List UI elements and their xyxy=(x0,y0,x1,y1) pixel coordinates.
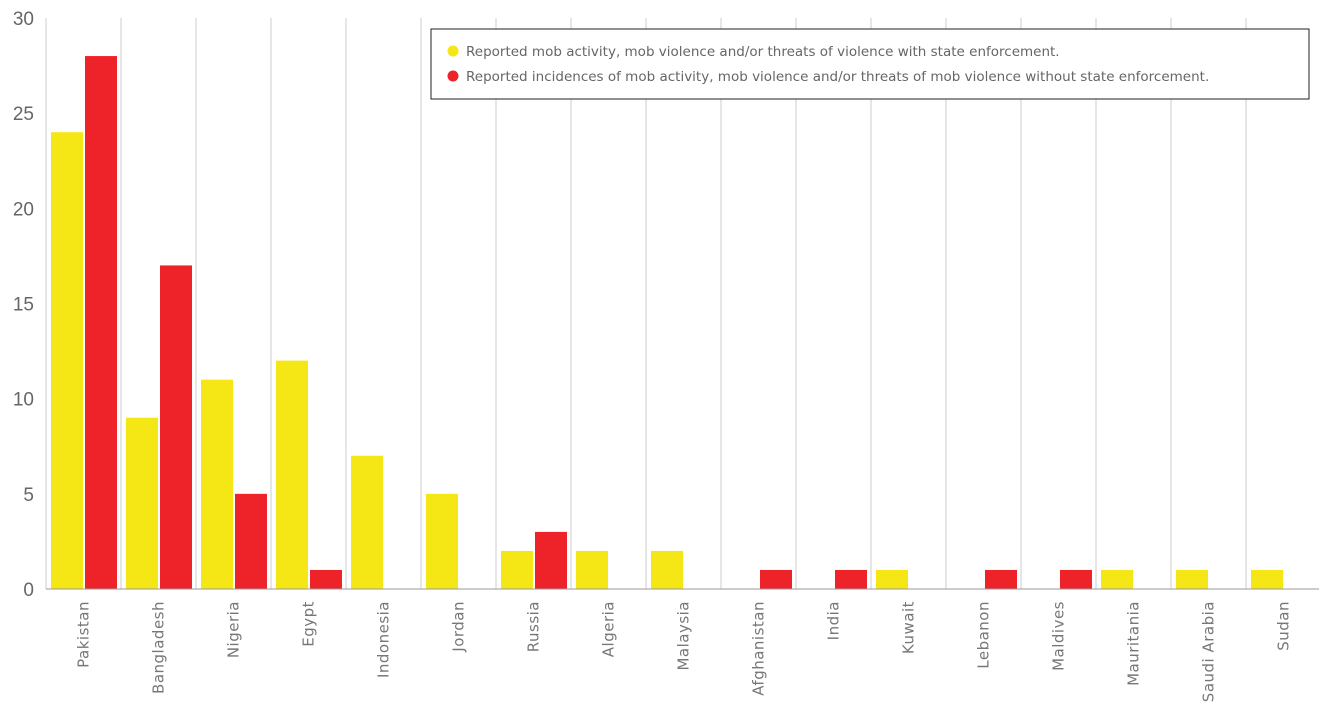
x-category-label: Maldives xyxy=(1050,601,1068,671)
bar-without-state-pakistan xyxy=(85,56,117,590)
bar-with-state-malaysia xyxy=(651,550,683,589)
x-axis: Pakistan Bangladesh Nigeria Egypt Indonesia J… xyxy=(46,588,1319,702)
legend-marker-red xyxy=(447,70,459,82)
bar-without-state-nigeria xyxy=(235,493,267,589)
y-tick-label: 30 xyxy=(13,9,34,30)
x-category-label: Malaysia xyxy=(675,601,693,671)
bar-without-state-afghanistan xyxy=(760,569,792,589)
bar-with-state-russia xyxy=(501,550,533,589)
x-category-label: Mauritania xyxy=(1125,601,1143,686)
y-tick-label: 5 xyxy=(23,485,34,506)
bar-with-state-jordan xyxy=(426,493,458,589)
x-category-label: Sudan xyxy=(1275,601,1293,651)
bar-without-state-egypt xyxy=(310,569,342,589)
x-category-label: Bangladesh xyxy=(150,601,168,694)
bar-with-state-saudi-arabia xyxy=(1176,569,1208,589)
grid-lines xyxy=(45,18,1247,589)
x-category-label: Pakistan xyxy=(75,601,93,668)
bar-with-state-egypt xyxy=(276,360,308,589)
bar-without-state-bangladesh xyxy=(160,265,192,589)
bar-with-state-indonesia xyxy=(351,455,383,589)
bar-without-state-india xyxy=(835,569,867,589)
legend-box xyxy=(430,28,1310,100)
x-category-label: Jordan xyxy=(450,601,468,653)
bar-without-state-lebanon xyxy=(985,569,1017,589)
bar-with-state-sudan xyxy=(1251,569,1283,589)
bar-with-state-nigeria xyxy=(201,379,233,589)
bars xyxy=(51,56,1283,590)
legend: Reported mob activity, mob violence and/… xyxy=(430,28,1310,100)
y-tick-label: 10 xyxy=(13,390,34,411)
bar-without-state-russia xyxy=(535,531,567,589)
bar-with-state-algeria xyxy=(576,550,608,589)
y-tick-label: 15 xyxy=(13,295,34,316)
x-category-label: Russia xyxy=(525,601,543,652)
legend-marker-yellow xyxy=(447,45,459,57)
y-axis: 0 5 10 15 20 25 30 xyxy=(13,9,34,601)
x-category-label: Kuwait xyxy=(900,601,918,654)
y-tick-label: 20 xyxy=(13,199,34,220)
x-category-label: Saudi Arabia xyxy=(1200,601,1218,702)
x-category-label: Indonesia xyxy=(375,601,393,678)
x-category-label: Afghanistan xyxy=(750,601,768,696)
y-tick-label: 25 xyxy=(13,104,34,125)
bar-with-state-kuwait xyxy=(876,569,908,589)
bar-without-state-maldives xyxy=(1060,569,1092,589)
legend-label-without-state: Reported incidences of mob activity, mob… xyxy=(466,69,1209,85)
bar-with-state-mauritania xyxy=(1101,569,1133,589)
x-category-label: Algeria xyxy=(600,601,618,657)
x-category-label: Nigeria xyxy=(225,601,243,658)
legend-label-with-state: Reported mob activity, mob violence and/… xyxy=(466,44,1060,60)
bar-with-state-pakistan xyxy=(51,132,83,589)
bar-with-state-bangladesh xyxy=(126,417,158,589)
x-category-label: India xyxy=(825,601,843,640)
x-category-label: Lebanon xyxy=(975,601,993,669)
x-category-label: Egypt xyxy=(300,601,318,647)
y-tick-label: 0 xyxy=(23,580,34,601)
